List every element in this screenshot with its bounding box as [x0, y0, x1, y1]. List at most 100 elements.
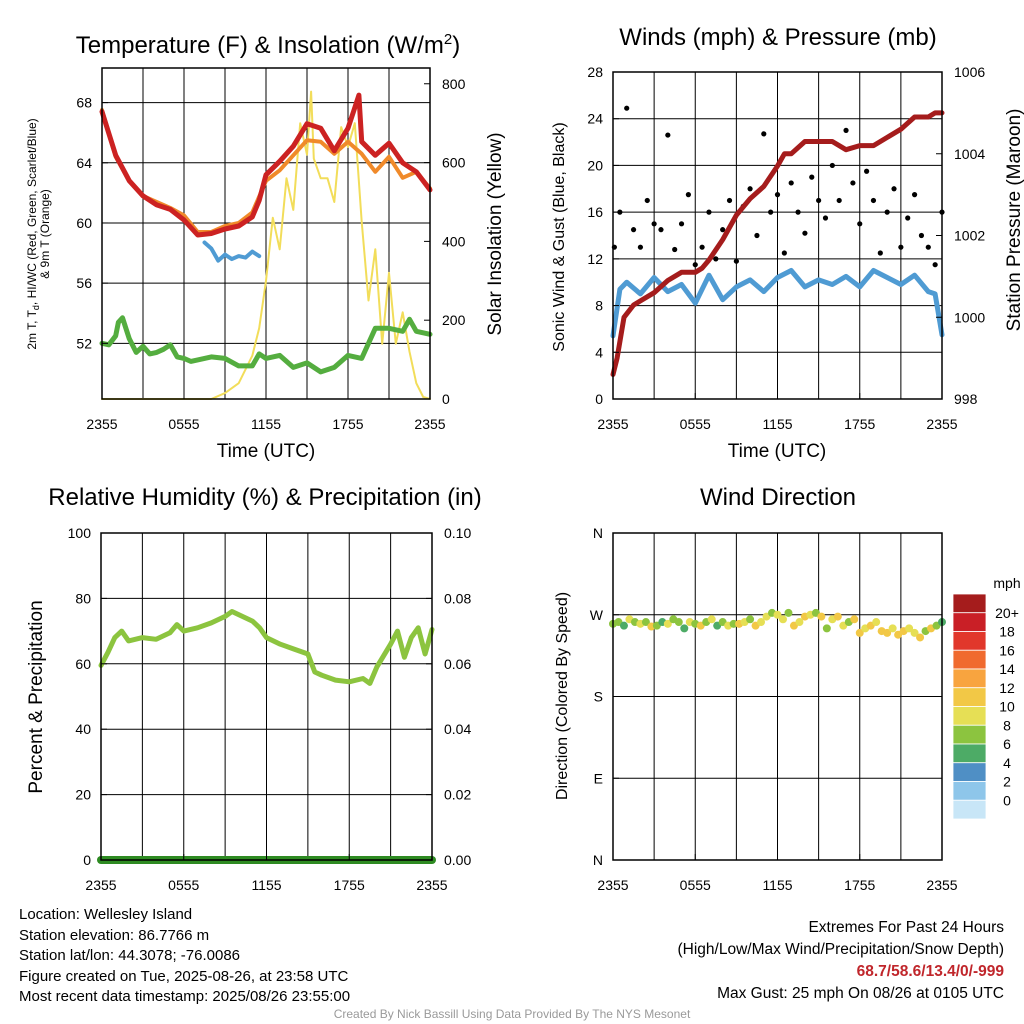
gust-point	[802, 230, 808, 236]
gust-point	[925, 244, 931, 250]
wind-direction-point	[641, 618, 650, 627]
winds-panel-title: Winds (mph) & Pressure (mb)	[619, 24, 936, 51]
wind-direction-point	[674, 618, 683, 627]
left-y-tick-label: 24	[587, 111, 603, 127]
wind-direction-point	[680, 624, 689, 633]
x-tick-label-1-2: 1155	[251, 416, 281, 432]
right-y-tick-label: 1002	[954, 228, 985, 244]
colorbar-label: 6	[1003, 736, 1011, 752]
humidity-y-axis-label: Percent & Precipitation	[26, 600, 47, 793]
colorbar-label: 18	[999, 624, 1015, 640]
gust-point	[624, 105, 630, 111]
gust-point	[672, 246, 678, 253]
pressure-y-axis-label: Station Pressure (Maroon)	[1004, 109, 1024, 332]
heat-index-line	[202, 240, 262, 263]
wind-direction-point	[707, 615, 716, 624]
left-y-tick-label: S	[594, 689, 603, 705]
left-y-tick-label: W	[590, 607, 604, 623]
gust-point	[857, 221, 863, 227]
colorbar-label: 8	[1003, 717, 1011, 733]
temperature-panel: Temperature (F) & Insolation (W/m2) 52 56…	[25, 31, 506, 462]
insolation-y-axis-label: Solar Insolation (Yellow)	[485, 132, 506, 335]
colorbar-label: 12	[999, 680, 1015, 696]
gust-point	[816, 197, 822, 204]
colorbar-label: 10	[999, 699, 1015, 715]
nine-meter-temperature-line	[100, 108, 432, 234]
x-tick-label-3-3: 1755	[334, 877, 365, 893]
wind-direction-point	[855, 628, 864, 637]
x-tick-label-2-4: 2355	[926, 416, 957, 432]
left-y-tick-label: 100	[68, 525, 92, 541]
gust-point	[747, 186, 753, 192]
colorbar-swatch	[952, 612, 987, 632]
timestamp-label: Most recent data timestamp: 2025/08/26 2…	[19, 988, 351, 1005]
x-tick-label-3-4: 2355	[416, 877, 447, 893]
temperature-grid	[102, 68, 430, 399]
colorbar-label: 14	[999, 661, 1015, 677]
x-tick-label-4-0: 2355	[597, 877, 628, 893]
right-y-tick-label: 0.00	[444, 852, 471, 868]
left-y-tick-label: 60	[76, 215, 92, 231]
temperature-x-axis-label: Time (UTC)	[217, 441, 316, 462]
left-y-tick-label: 0	[595, 391, 603, 407]
wind-direction-point	[778, 615, 787, 624]
right-y-tick-label: 0.08	[444, 590, 471, 606]
colorbar-swatch	[952, 593, 987, 614]
colorbar-label: 2	[1003, 774, 1011, 790]
colorbar-swatch	[952, 762, 987, 782]
wind-direction-point	[746, 615, 755, 624]
gust-point	[829, 162, 835, 169]
x-tick-label-4-4: 2355	[926, 877, 957, 893]
right-y-tick-label: 0.06	[444, 656, 471, 672]
left-y-tick-label: N	[593, 525, 603, 541]
insolation-line	[101, 90, 431, 400]
x-tick-label-1-1: 0555	[168, 416, 199, 432]
gust-point	[822, 215, 829, 221]
wind-direction-point	[916, 633, 925, 642]
gust-point	[713, 256, 719, 262]
location-label: Location: Wellesley Island	[19, 906, 193, 923]
left-y-tick-label: 60	[75, 656, 91, 672]
gust-point	[884, 209, 890, 215]
dewpoint-line	[99, 315, 433, 375]
wind-direction-grid	[613, 532, 942, 861]
colorbar-swatch	[952, 668, 987, 689]
gust-point	[918, 232, 925, 239]
right-y-tick-label: 0.02	[444, 787, 471, 803]
right-y-tick-label: 800	[442, 76, 466, 92]
gust-point	[864, 168, 870, 174]
left-y-tick-label: E	[594, 770, 603, 786]
gust-point	[932, 262, 938, 268]
latlon-label: Station lat/lon: 44.3078; -76.0086	[19, 947, 241, 964]
wind-direction-point	[905, 624, 914, 633]
x-tick-label-2-0: 2355	[597, 416, 628, 432]
x-tick-label-3-0: 2355	[85, 877, 116, 893]
right-y-tick-label: 0.04	[444, 721, 471, 737]
colorbar-swatch	[952, 799, 987, 820]
colorbar-swatch	[952, 743, 987, 764]
right-y-tick-label: 1004	[954, 146, 985, 162]
x-tick-label-3-2: 1155	[251, 877, 281, 893]
left-y-tick-label: 80	[75, 590, 91, 606]
right-y-tick-label: 998	[954, 391, 978, 407]
gust-point	[843, 127, 849, 133]
extremes-legend: (High/Low/Max Wind/Precipitation/Snow De…	[677, 941, 1005, 958]
temperature-panel-title: Temperature (F) & Insolation (W/m2)	[76, 31, 460, 59]
gust-point	[665, 132, 671, 138]
gust-point	[720, 227, 726, 233]
wind-direction-point	[872, 618, 881, 627]
humidity-ticks: 0 20 40 60 80 100 0.00 0.02 0.04 0.06 0.08 0.10 2355…	[68, 525, 472, 893]
left-y-tick-label: 0	[83, 852, 91, 868]
left-y-tick-label: 52	[76, 335, 92, 351]
speed-colorbar: 20+ 18 16 14 12 10 8 6 4 2 0	[952, 593, 1019, 820]
wind-direction-panel-title: Wind Direction	[700, 484, 856, 511]
right-y-tick-label: 400	[442, 233, 466, 249]
left-y-tick-label: 64	[76, 155, 92, 171]
colorbar-label: 4	[1003, 755, 1011, 771]
colorbar-swatch	[952, 687, 987, 707]
wind-direction-point	[795, 618, 804, 627]
temperature-line	[99, 92, 433, 238]
gust-point	[761, 131, 767, 137]
gust-point	[898, 244, 904, 250]
credit-line: Created By Nick Bassill Using Data Provi…	[333, 1007, 691, 1021]
